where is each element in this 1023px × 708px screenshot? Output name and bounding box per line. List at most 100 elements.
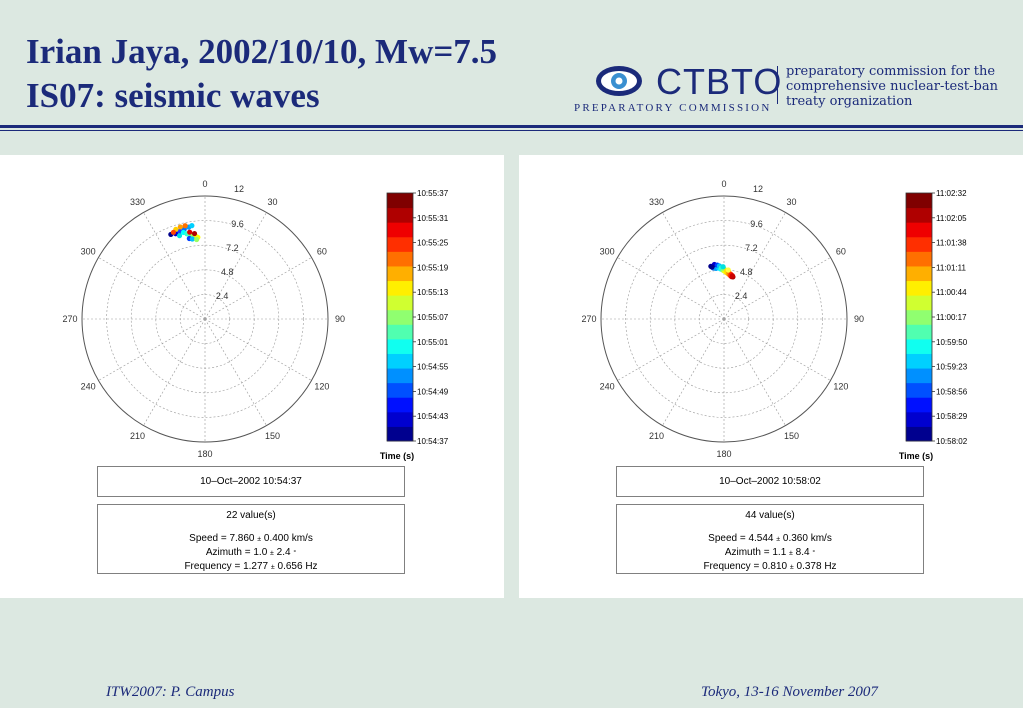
angle-label: 180 <box>716 449 731 459</box>
title-line-1: Irian Jaya, 2002/10/10, Mw=7.5 <box>26 32 498 71</box>
colorbar-segment <box>387 368 413 384</box>
colorbar-tick-label: 10:55:13 <box>417 288 449 297</box>
pm-sign: ± <box>257 536 262 543</box>
angle-label: 210 <box>649 431 664 441</box>
azimuth-value: 1.1 <box>772 547 787 558</box>
logo-description: preparatory commission for the comprehen… <box>786 64 998 109</box>
logo-divider <box>777 66 778 104</box>
azimuth-line: Azimuth = 1.1 ± 8.4 ° <box>617 546 923 560</box>
slide-title: Irian Jaya, 2002/10/10, Mw=7.5 IS07: sei… <box>26 30 497 118</box>
colorbar-segment <box>906 397 932 413</box>
angle-label: 330 <box>130 197 145 207</box>
data-point <box>194 236 200 243</box>
frequency-line: Frequency = 1.277 ± 0.656 Hz <box>98 560 404 574</box>
degree-sign: ° <box>812 550 816 557</box>
polar-plot-left: 0 30 60 90 120 150 180 210 240 270 300 330 12 2.4 4.8 7… <box>62 179 449 461</box>
pm-sign: ± <box>789 550 793 557</box>
colorbar-tick-label: 11:01:11 <box>936 263 967 272</box>
angle-label: 120 <box>833 382 848 392</box>
colorbar-segment <box>387 236 413 252</box>
colorbar-segment <box>387 280 413 296</box>
polar-ring <box>625 220 823 418</box>
data-point <box>176 233 183 239</box>
colorbar-segment <box>906 295 932 311</box>
panel-right: 0 30 60 90 120 150 180 210 240 270 300 330 12 2.4 4.8 7… <box>519 155 1023 598</box>
angle-label: 180 <box>197 449 212 459</box>
angle-label: 30 <box>267 197 277 207</box>
colorbar-segment <box>906 280 932 296</box>
polar-spoke <box>723 257 831 320</box>
data-point <box>725 267 731 273</box>
ring-label: 9.6 <box>750 219 763 229</box>
colorbar-tick-label: 10:55:37 <box>417 189 449 198</box>
colorbar-segment <box>906 265 932 282</box>
colorbar-tick-label: 10:55:25 <box>417 239 449 248</box>
angle-label: 150 <box>265 431 280 441</box>
polar-spoke <box>662 212 725 320</box>
pm-sign: ± <box>776 536 781 543</box>
polar-spoke <box>98 318 206 381</box>
angle-label: 30 <box>786 197 796 207</box>
colorbar-label: Time (s) <box>899 451 933 461</box>
polar-spoke <box>143 212 206 320</box>
angle-label: 300 <box>81 247 96 257</box>
polar-spoke <box>204 257 312 320</box>
ctbto-logo: CTBTO PREPARATORY COMMISSION preparatory… <box>574 58 1014 118</box>
colorbar-segment <box>906 324 932 340</box>
azimuth-line: Azimuth = 1.0 ± 2.4 ° <box>98 546 404 560</box>
degree-sign: ° <box>293 550 297 557</box>
polar-spoke <box>204 212 267 320</box>
frequency-label: Frequency = <box>703 561 763 572</box>
colorbar-segment <box>387 324 413 340</box>
ring-label: 2.4 <box>735 291 748 301</box>
logo-subtitle: PREPARATORY COMMISSION <box>574 102 772 114</box>
colorbar-segment <box>387 295 413 311</box>
ring-label: 9.6 <box>231 219 244 229</box>
azimuth-label: Azimuth = <box>205 547 254 558</box>
colorbar-segment <box>906 368 932 384</box>
ring-label: 7.2 <box>226 243 239 253</box>
speed-label: Speed = <box>189 533 230 544</box>
angle-label-12: 12 <box>753 184 763 194</box>
eye-logo-icon <box>596 66 642 96</box>
azimuth-label: Azimuth = <box>724 547 773 558</box>
speed-error: 0.400 km/s <box>263 533 313 544</box>
colorbar-segment <box>906 382 932 398</box>
colorbar-segment <box>387 411 413 427</box>
logo-desc-line-2: comprehensive nuclear-test-ban <box>786 79 998 94</box>
polar-spoke <box>723 318 786 426</box>
polar-spoke <box>204 318 312 381</box>
data-point <box>177 224 183 230</box>
ring-label: 2.4 <box>216 291 229 301</box>
angle-label: 90 <box>335 314 345 324</box>
colorbar-segment <box>387 397 413 413</box>
angle-label: 270 <box>62 314 77 324</box>
count-text: 44 value(s) <box>745 510 795 521</box>
speed-value: 7.860 <box>229 533 255 544</box>
panel-left: 0 30 60 90 120 150 180 210 240 270 300 330 12 2.4 4.8 7… <box>0 155 504 598</box>
date-box-right: 10–Oct–2002 10:58:02 <box>616 466 924 497</box>
polar-spoke <box>662 318 725 426</box>
title-line-2: IS07: seismic waves <box>26 76 320 115</box>
header-rule <box>0 125 1023 128</box>
colorbar-segment <box>387 382 413 398</box>
angle-label: 60 <box>836 247 846 257</box>
polar-ring <box>106 220 304 418</box>
pm-sign: ± <box>270 550 274 557</box>
colorbar-tick-label: 11:00:17 <box>936 313 967 322</box>
results-box-left: 22 value(s) Speed = 7.860 ± 0.400 km/s A… <box>97 504 405 574</box>
data-point <box>189 223 195 229</box>
colorbar-segment <box>387 207 413 223</box>
colorbar-tick-label: 11:02:05 <box>936 214 967 223</box>
polar-spoke <box>98 257 206 320</box>
azimuth-value: 1.0 <box>253 547 268 558</box>
polar-plot-right: 0 30 60 90 120 150 180 210 240 270 300 330 12 2.4 4.8 7… <box>581 179 968 461</box>
speed-line: Speed = 7.860 ± 0.400 km/s <box>98 532 404 546</box>
ring-label: 4.8 <box>221 267 234 277</box>
colorbar-label: Time (s) <box>380 451 414 461</box>
polar-spoke <box>723 318 831 381</box>
frequency-value: 1.277 <box>243 561 269 572</box>
colorbar: 11:02:32 11:02:05 11:01:38 11:01:11 11:00:44… <box>899 189 968 461</box>
colorbar-tick-label: 11:02:32 <box>936 189 967 198</box>
footer-left: ITW2007: P. Campus <box>106 684 235 700</box>
